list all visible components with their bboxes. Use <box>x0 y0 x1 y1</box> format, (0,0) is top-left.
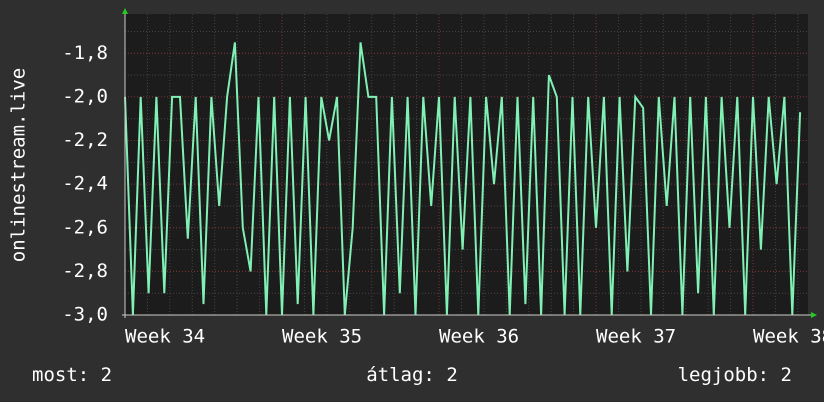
x-tick-label: Week 38 <box>753 326 824 348</box>
axis-arrow <box>122 8 128 14</box>
data-line <box>124 42 802 316</box>
stat-text: most: 2 <box>32 364 112 386</box>
stat-label: most: <box>32 364 89 386</box>
y-tick-label: -1,8 <box>62 42 108 64</box>
stat-value: 2 <box>781 364 792 386</box>
x-tick-label: Week 34 <box>125 326 205 348</box>
y-tick-label: -2,2 <box>62 129 108 151</box>
y-tick-label: -3,0 <box>62 304 108 326</box>
y-axis-label: onlinestream.live <box>8 68 30 262</box>
x-tick-label: Week 36 <box>439 326 519 348</box>
stat-value: 2 <box>446 364 457 386</box>
x-tick-label: Week 35 <box>282 326 362 348</box>
y-tick-label: -2,6 <box>62 216 108 238</box>
stat-text: legjobb: 2 <box>678 364 792 386</box>
y-tick-label: -2,4 <box>62 173 108 195</box>
stat-value: 2 <box>101 364 112 386</box>
x-tick-label: Week 37 <box>596 326 676 348</box>
stat-label: átlag: <box>366 364 435 386</box>
axis-arrow <box>811 312 817 318</box>
y-tick-label: -2,0 <box>62 85 108 107</box>
stat-text: átlag: 2 <box>366 364 458 386</box>
y-tick-label: -2,8 <box>62 260 108 282</box>
stat-label: legjobb: <box>678 364 770 386</box>
